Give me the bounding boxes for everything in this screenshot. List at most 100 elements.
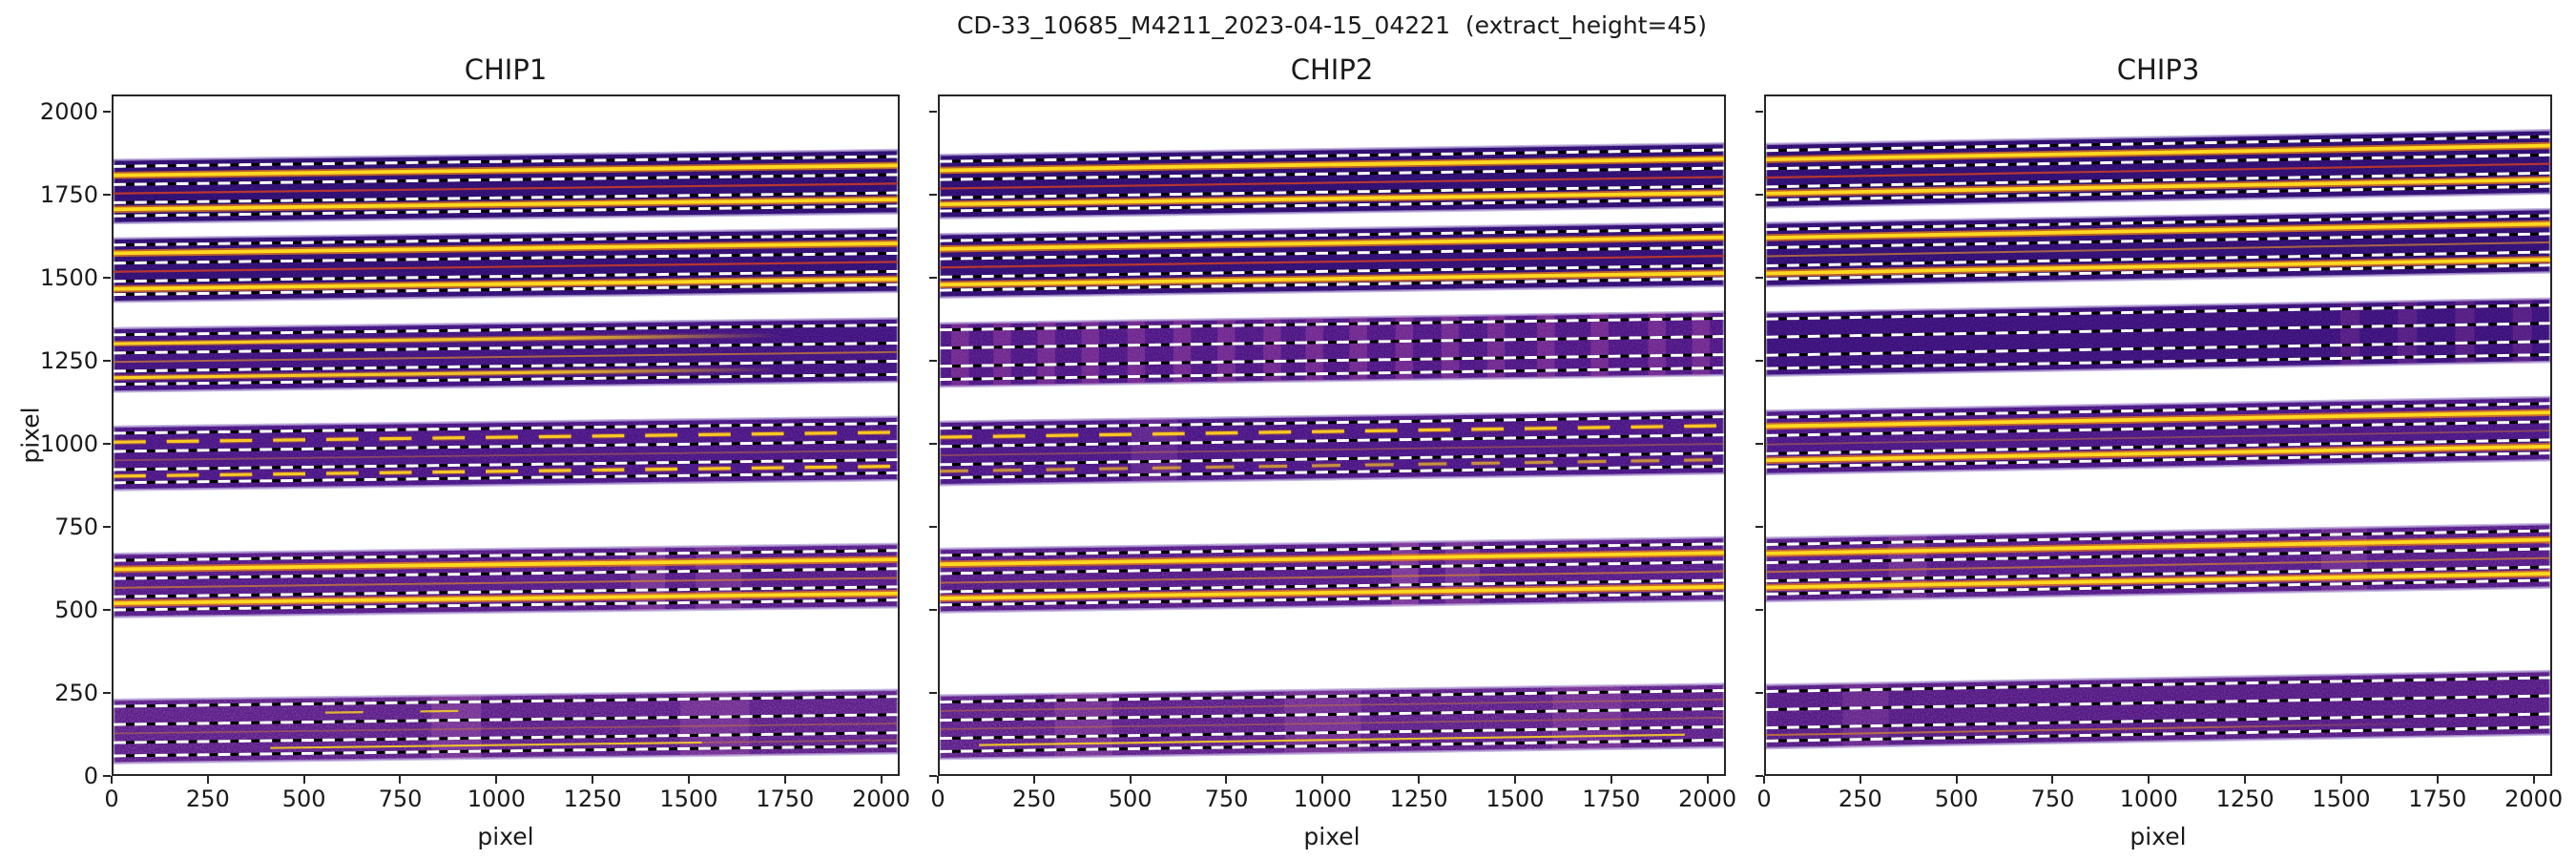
x-tick-label: 1000 (1293, 786, 1352, 812)
x-tick-label: 1250 (2215, 786, 2275, 812)
y-tick-mark (929, 277, 937, 280)
y-tick-label: 500 (54, 597, 98, 624)
y-tick-label: 250 (54, 680, 98, 706)
x-tick-mark (2436, 776, 2439, 784)
panel-title-chip1: CHIP1 (464, 53, 548, 86)
x-tick-label: 2000 (2504, 786, 2564, 812)
y-tick-mark (1755, 609, 1763, 612)
y-tick-mark (1755, 775, 1763, 777)
x-tick-label: 500 (281, 786, 326, 812)
x-tick-label: 1500 (2312, 786, 2371, 812)
x-tick-mark (495, 776, 498, 784)
order-group (114, 148, 898, 225)
y-tick-mark (929, 692, 937, 694)
y-tick-mark (1755, 360, 1763, 363)
y-tick-mark (1755, 194, 1763, 197)
order-group (940, 310, 1724, 388)
y-tick-mark (103, 775, 111, 777)
x-tick-label: 2000 (852, 786, 911, 812)
y-tick-label: 750 (54, 513, 98, 541)
x-tick-mark (1225, 776, 1228, 784)
y-tick-label: 0 (83, 763, 98, 789)
x-tick-mark (937, 776, 939, 784)
x-tick-label: 250 (1838, 786, 1882, 812)
order-group (940, 220, 1724, 299)
x-tick-mark (2339, 776, 2342, 784)
order-group (1766, 297, 2550, 377)
x-tick-label: 1250 (563, 786, 622, 812)
x-tick-mark (111, 776, 113, 784)
order-group (114, 317, 898, 393)
x-tick-label: 250 (185, 786, 230, 812)
order-group (940, 141, 1724, 220)
y-tick-mark (1755, 111, 1763, 114)
x-tick-mark (1955, 776, 1958, 784)
panel-chip3: CHIP3 pixel 0 250 500 750 1000 1250 1500 1750 20… (1755, 0, 2563, 859)
y-tick-mark (1755, 277, 1763, 280)
x-tick-mark (399, 776, 402, 784)
x-tick-label: 500 (1108, 786, 1153, 812)
x-tick-mark (206, 776, 209, 784)
order-group (114, 227, 898, 304)
y-tick-mark (929, 360, 937, 363)
plot-area-chip3 (1764, 94, 2552, 776)
x-tick-label: 1750 (1582, 786, 1641, 812)
x-tick-mark (1321, 776, 1324, 784)
y-tick-mark (929, 775, 937, 777)
panel-title-chip2: CHIP2 (1290, 53, 1374, 86)
spectral-bands-svg-chip2 (940, 141, 1724, 761)
y-tick-mark (1755, 526, 1763, 529)
y-tick-mark (103, 443, 111, 446)
y-tick-label: 1750 (39, 181, 98, 209)
figure-title: CD-33_10685_M4211_2023-04-15_04221 (extr… (956, 11, 1708, 39)
x-tick-label: 1000 (467, 786, 526, 812)
x-axis-label-chip1: pixel (477, 823, 534, 850)
x-tick-mark (2051, 776, 2054, 784)
x-axis-label-chip3: pixel (2129, 823, 2187, 850)
y-tick-mark (929, 526, 937, 529)
x-tick-mark (1859, 776, 1861, 784)
x-tick-mark (1610, 776, 1612, 784)
y-tick-mark (929, 111, 937, 114)
x-tick-mark (1129, 776, 1132, 784)
order-group (1766, 395, 2550, 476)
y-tick-mark (103, 277, 111, 280)
y-tick-mark (103, 526, 111, 529)
x-tick-label: 750 (2030, 786, 2075, 812)
y-tick-mark (929, 194, 937, 197)
order-group (940, 409, 1724, 487)
plot-area-chip1 (112, 94, 900, 776)
order-group (1766, 669, 2550, 750)
x-tick-mark (2532, 776, 2535, 784)
y-tick-mark (103, 609, 111, 612)
order-group (1766, 129, 2550, 209)
order-group (114, 688, 898, 765)
order-group (114, 542, 898, 618)
order-group (940, 682, 1724, 761)
y-tick-mark (103, 692, 111, 694)
x-tick-mark (1706, 776, 1709, 784)
y-tick-label: 2000 (39, 98, 98, 126)
x-tick-label: 2000 (1678, 786, 1737, 812)
x-tick-label: 500 (1934, 786, 1979, 812)
x-tick-mark (1032, 776, 1035, 784)
x-tick-label: 750 (1204, 786, 1249, 812)
x-tick-label: 750 (378, 786, 423, 812)
order-group (114, 415, 898, 492)
order-group (1766, 207, 2550, 288)
order-group (1766, 522, 2550, 603)
x-tick-mark (2148, 776, 2150, 784)
x-tick-label: 0 (930, 786, 945, 812)
x-tick-label: 1750 (756, 786, 815, 812)
x-axis-label-chip2: pixel (1303, 823, 1361, 850)
y-tick-mark (1755, 692, 1763, 694)
y-tick-label: 1250 (39, 347, 98, 375)
x-tick-label: 1000 (2119, 786, 2178, 812)
x-tick-mark (302, 776, 305, 784)
y-tick-mark (929, 443, 937, 446)
x-tick-label: 0 (1756, 786, 1772, 812)
y-tick-mark (103, 111, 111, 114)
x-tick-mark (880, 776, 883, 784)
x-tick-label: 1500 (659, 786, 718, 812)
